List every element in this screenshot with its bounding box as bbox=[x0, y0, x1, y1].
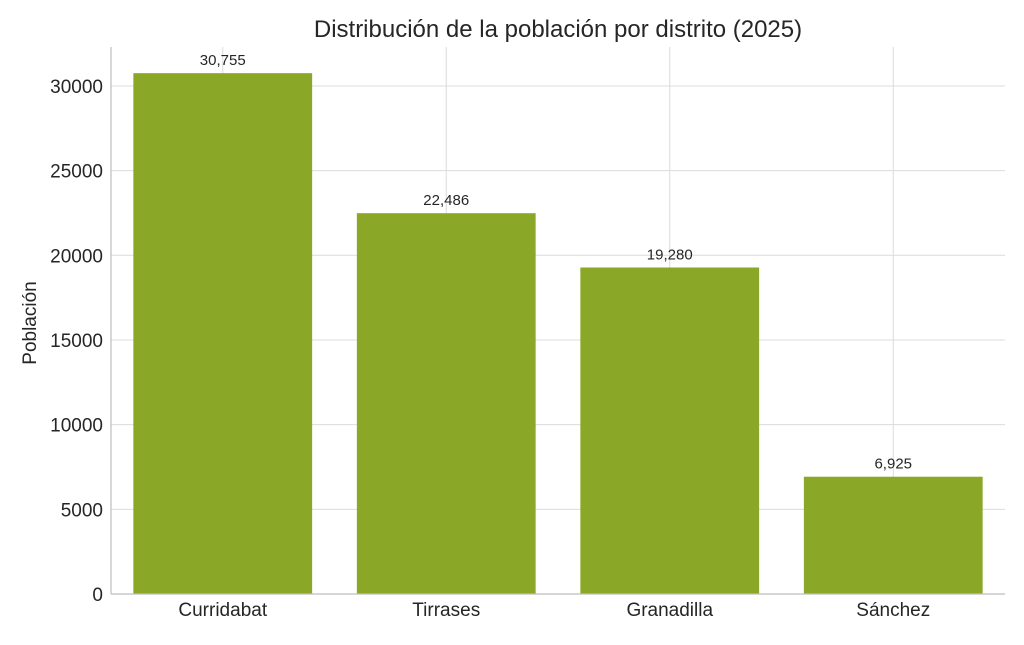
x-tick-label: Curridabat bbox=[178, 600, 267, 621]
y-tick-label: 30000 bbox=[50, 77, 103, 98]
y-tick-label: 25000 bbox=[50, 162, 103, 183]
y-tick-label: 15000 bbox=[50, 331, 103, 352]
x-tick-label: Granadilla bbox=[626, 600, 713, 621]
bar bbox=[580, 267, 760, 594]
data-label: 19,280 bbox=[647, 246, 693, 263]
chart-title: Distribución de la población por distrit… bbox=[314, 16, 802, 43]
bar bbox=[803, 476, 983, 594]
bar bbox=[133, 73, 313, 594]
x-tick-label: Tirrases bbox=[412, 600, 480, 621]
data-label: 30,755 bbox=[200, 52, 246, 69]
y-tick-label: 0 bbox=[92, 585, 103, 606]
data-label: 22,486 bbox=[423, 192, 469, 209]
y-tick-label: 5000 bbox=[61, 500, 103, 521]
labels: 0 5000 10000 15000 20000 25000 30000 30,755 Curr… bbox=[50, 52, 930, 621]
x-tick-label: Sánchez bbox=[856, 600, 930, 621]
y-axis-label: Población bbox=[20, 281, 41, 364]
y-tick-label: 10000 bbox=[50, 416, 103, 437]
bar bbox=[356, 213, 536, 594]
axes bbox=[110, 47, 1005, 595]
y-tick-label: 20000 bbox=[50, 246, 103, 267]
data-label: 6,925 bbox=[874, 456, 912, 473]
bars bbox=[133, 73, 983, 594]
